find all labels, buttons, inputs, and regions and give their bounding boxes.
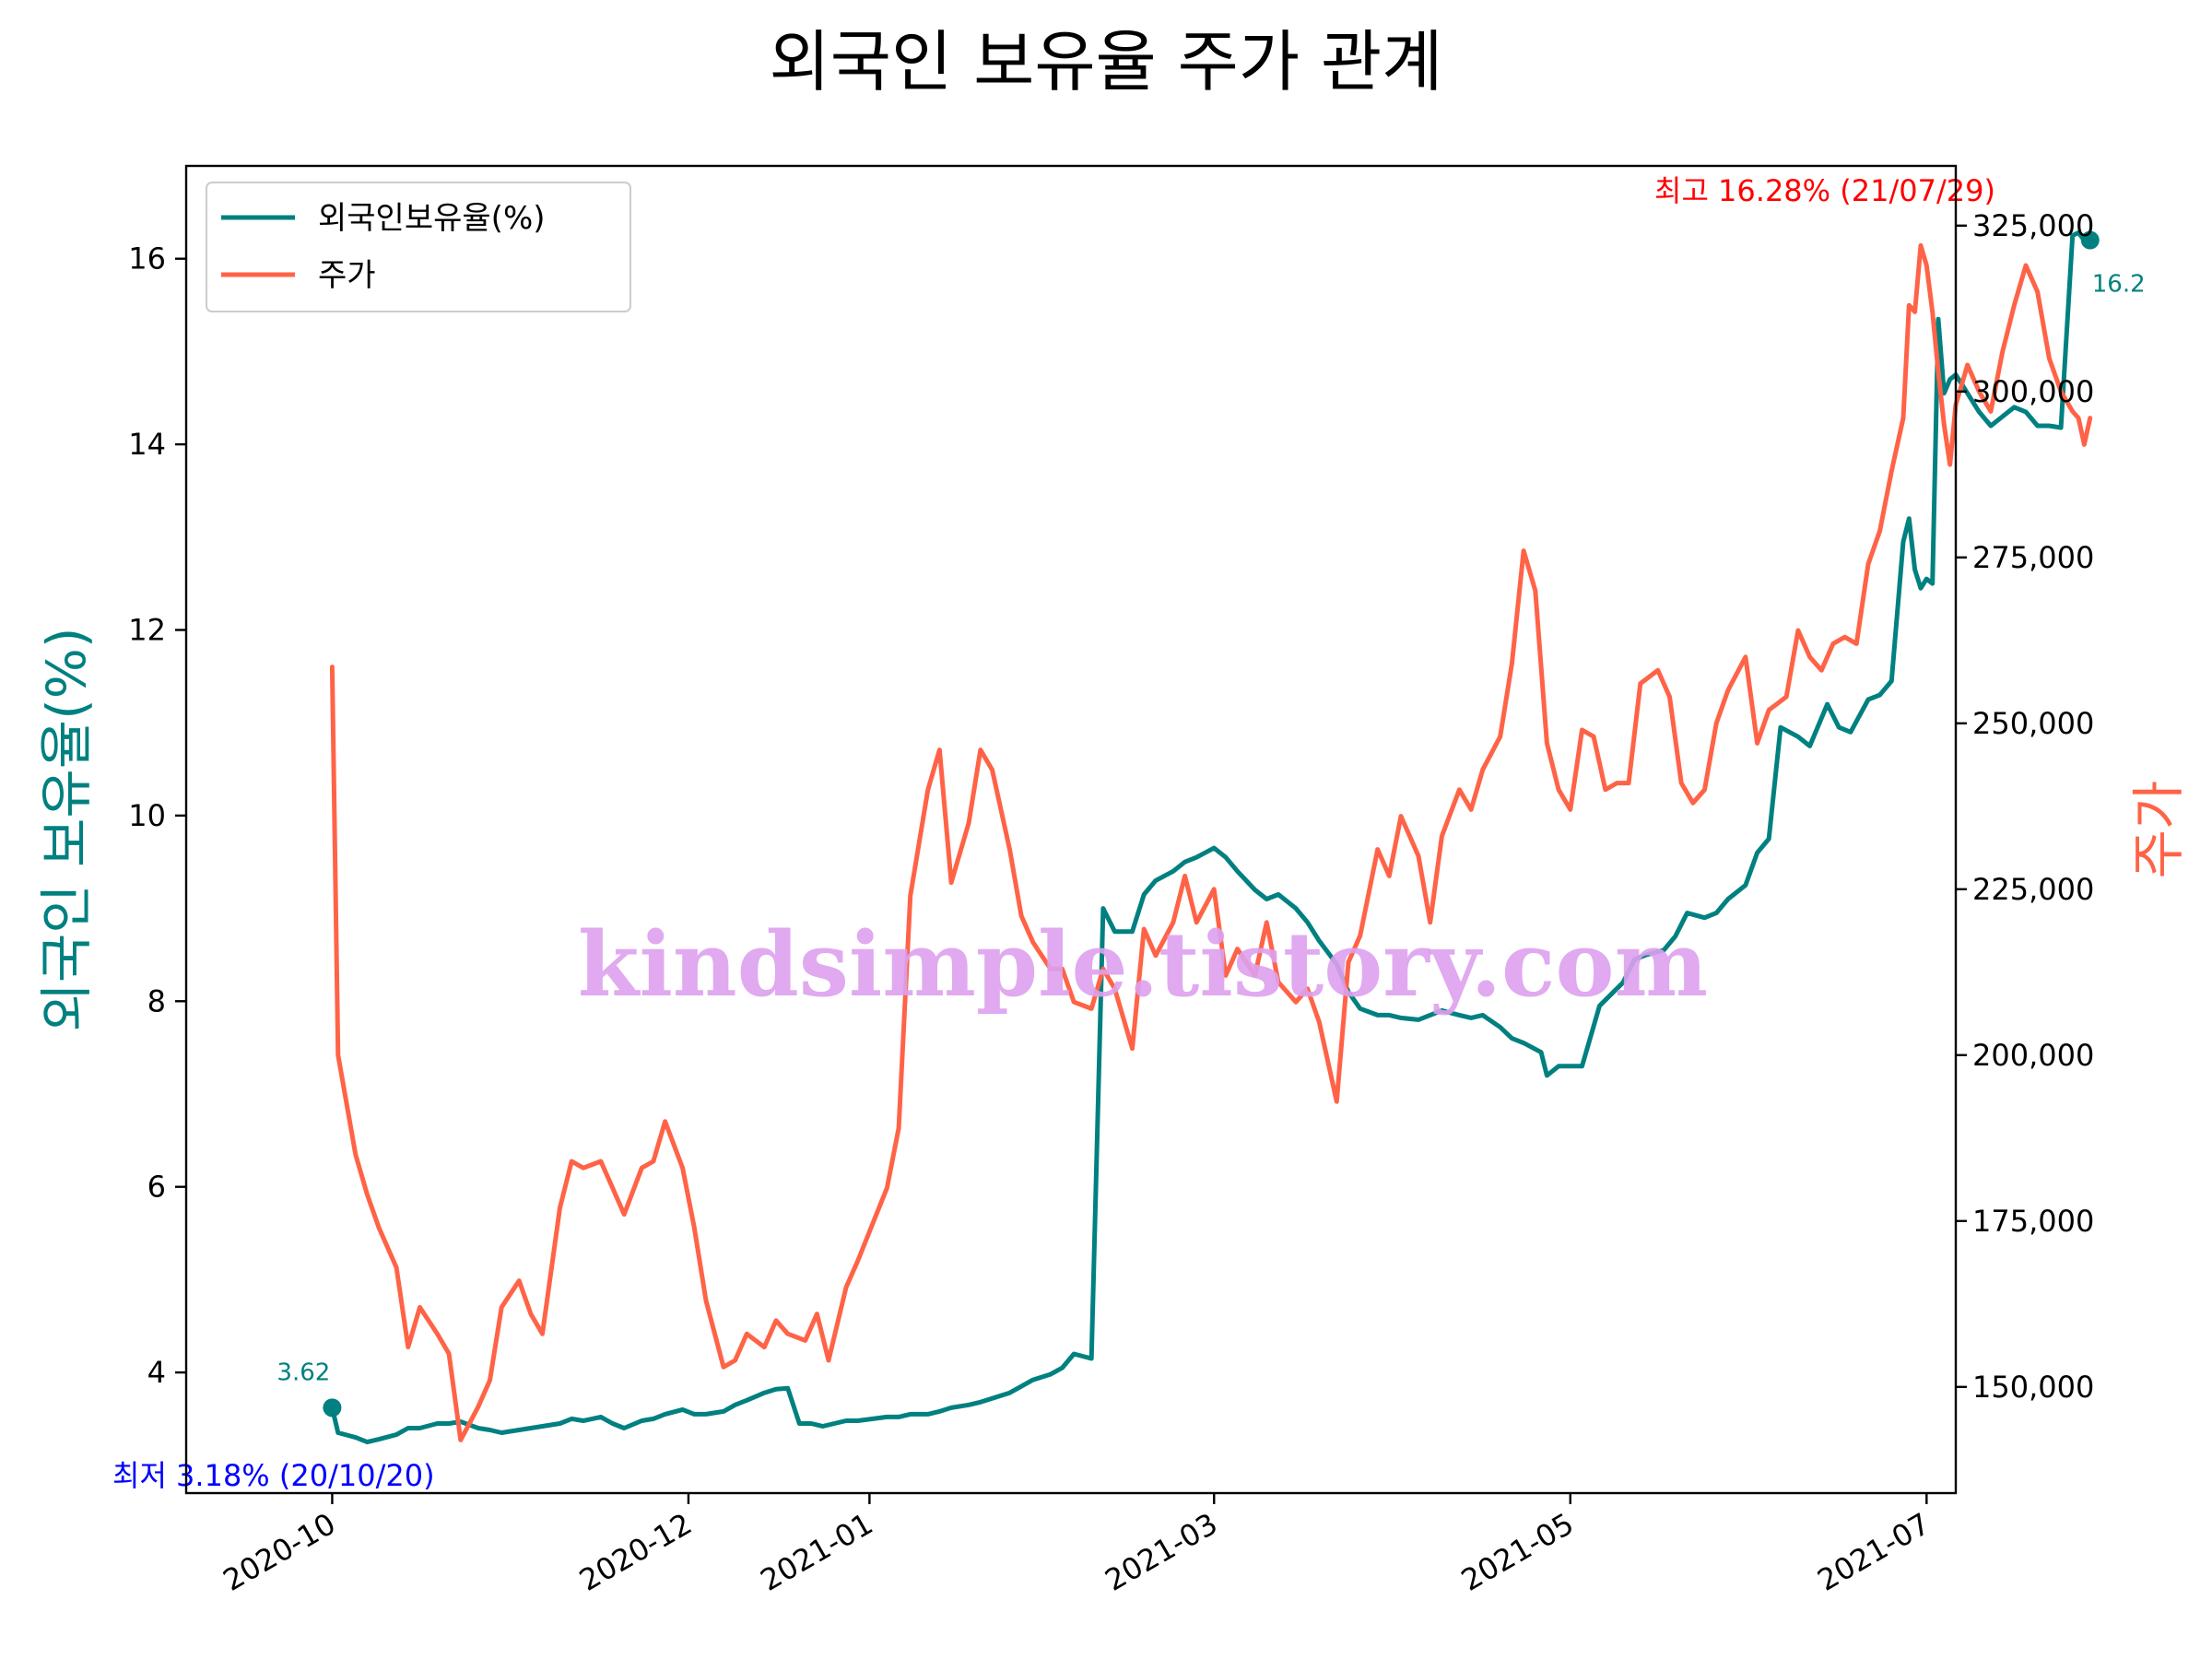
series-layer <box>329 230 2093 1445</box>
start-point-marker <box>323 1398 342 1418</box>
end-value-label: 16.2 <box>2092 271 2146 299</box>
y-left-tick-label: 12 <box>128 612 166 647</box>
y-right-tick-label: 200,000 <box>1972 1038 2094 1073</box>
plot-frame <box>184 164 1958 1495</box>
y-left-tick-label: 10 <box>128 798 166 833</box>
y-right-tick-label: 300,000 <box>1972 374 2094 409</box>
max-annotation: 최고 16.28% (21/07/29) <box>1654 173 1995 208</box>
y-left-tick-label: 16 <box>128 241 166 276</box>
y-left-tick-label: 8 <box>147 983 166 1018</box>
series-line-stock-price <box>329 242 2093 1442</box>
y-left-tick-label: 14 <box>128 427 166 462</box>
y-right-tick-label: 325,000 <box>1972 208 2094 243</box>
series-line-foreign-ownership <box>329 230 2093 1445</box>
y-right-tick-label: 275,000 <box>1972 540 2094 575</box>
legend-label: 외국인보유율(%) <box>318 200 546 237</box>
min-annotation: 최저 3.18% (20/10/20) <box>112 1458 435 1493</box>
y-right-tick-label: 150,000 <box>1972 1370 2094 1405</box>
y-left-tick-label: 6 <box>147 1170 166 1205</box>
annotation-layer: 3.62 16.2 최저 3.18% (20/10/20) 최고 16.28% (21… <box>112 173 2146 1493</box>
legend-label: 주가 <box>318 257 376 294</box>
end-point-marker <box>2080 230 2100 250</box>
y-left-tick-label: 4 <box>147 1355 166 1390</box>
watermark-layer: kindsimple.tistory.com <box>578 912 1708 1017</box>
legend: 외국인보유율(%) 주가 <box>206 182 631 312</box>
chart-title: 외국인 보유율 주가 관계 <box>769 23 1442 100</box>
watermark: kindsimple.tistory.com <box>578 912 1708 1017</box>
start-value-label: 3.62 <box>276 1359 330 1386</box>
y-axis-right-label: 주가 <box>2127 781 2190 879</box>
y-right-tick-label: 225,000 <box>1972 872 2094 907</box>
legend-box <box>206 182 631 312</box>
y-right-tick-label: 250,000 <box>1972 706 2094 741</box>
y-axis-left-label: 외국인 보유율(%) <box>35 628 98 1032</box>
y-right-tick-label: 175,000 <box>1972 1204 2094 1239</box>
